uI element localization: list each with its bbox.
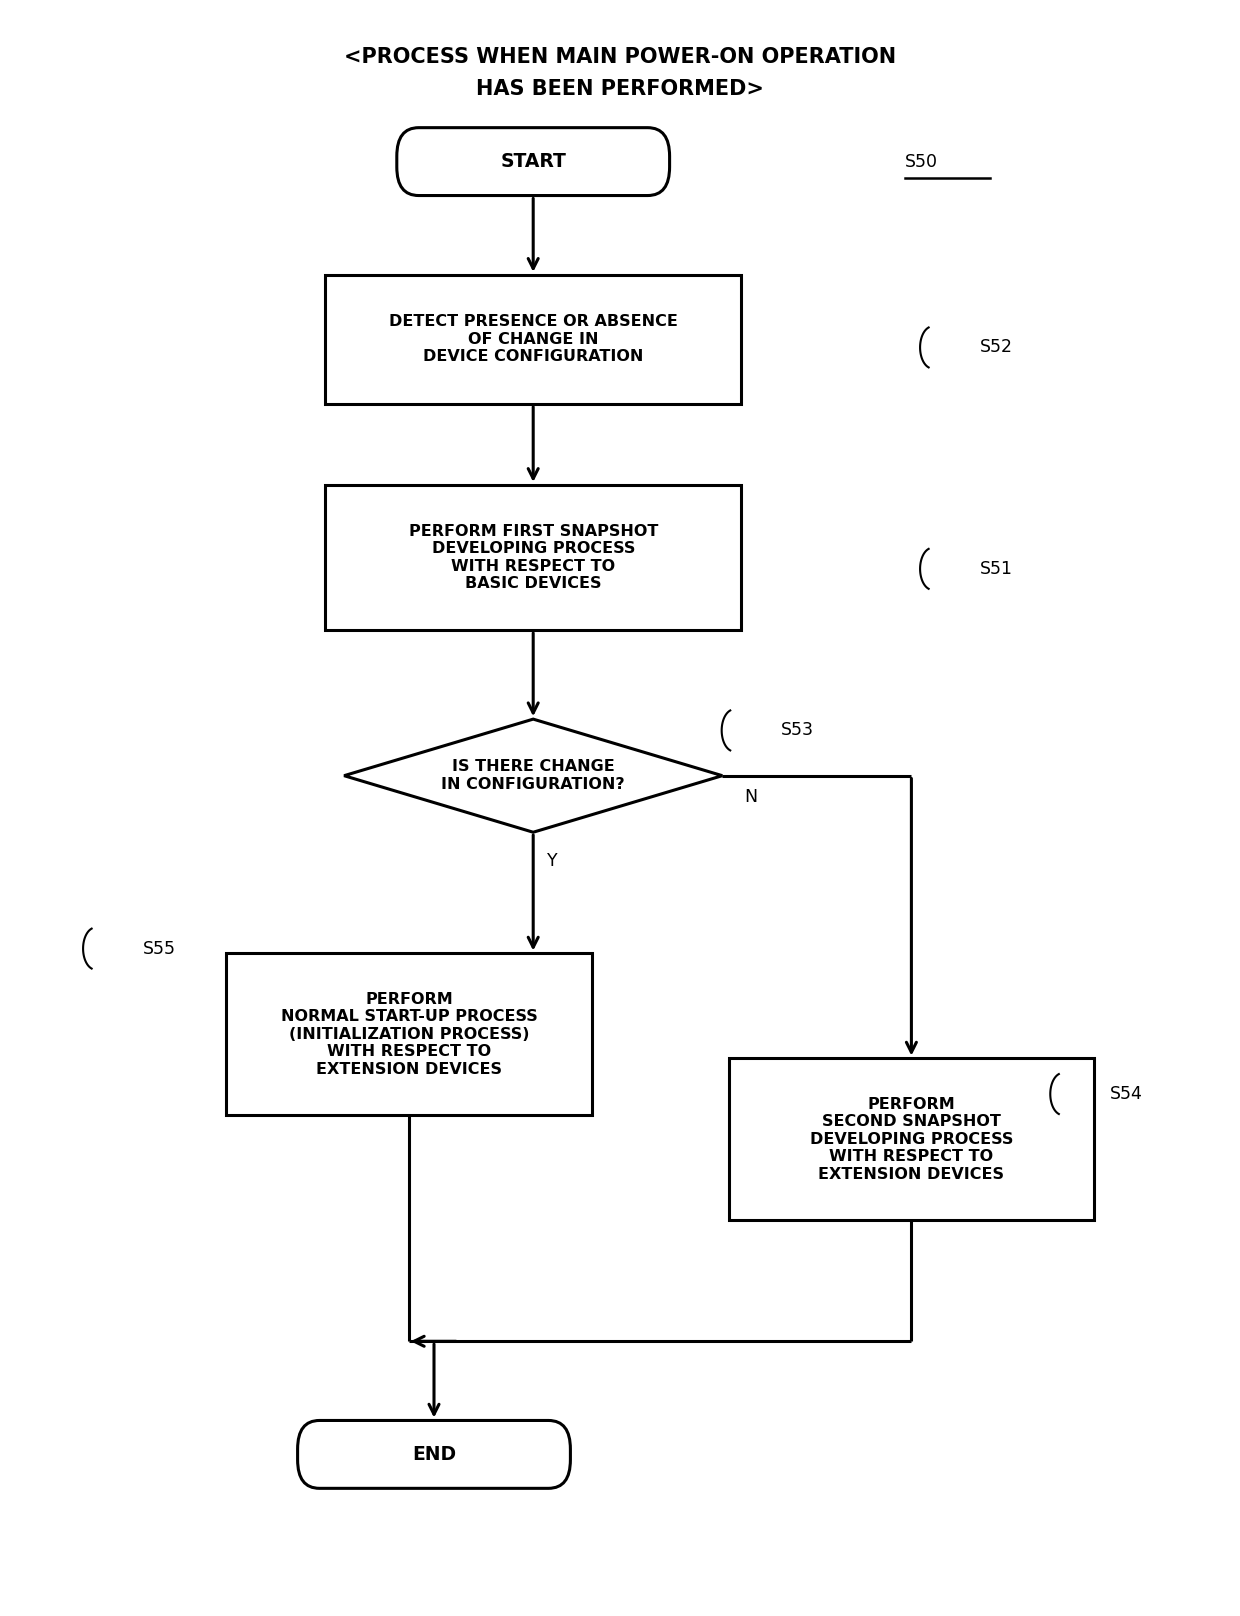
Bar xyxy=(227,953,593,1115)
Text: N: N xyxy=(744,787,758,806)
Text: S53: S53 xyxy=(781,721,815,740)
Polygon shape xyxy=(343,719,722,832)
Text: S50: S50 xyxy=(905,152,939,171)
Bar xyxy=(729,1058,1095,1220)
Text: Y: Y xyxy=(547,852,557,871)
Bar xyxy=(325,275,740,404)
Text: HAS BEEN PERFORMED>: HAS BEEN PERFORMED> xyxy=(476,79,764,99)
Text: DETECT PRESENCE OR ABSENCE
OF CHANGE IN
DEVICE CONFIGURATION: DETECT PRESENCE OR ABSENCE OF CHANGE IN … xyxy=(389,315,677,364)
Text: IS THERE CHANGE
IN CONFIGURATION?: IS THERE CHANGE IN CONFIGURATION? xyxy=(441,760,625,792)
Text: <PROCESS WHEN MAIN POWER-ON OPERATION: <PROCESS WHEN MAIN POWER-ON OPERATION xyxy=(343,47,897,66)
Text: PERFORM
SECOND SNAPSHOT
DEVELOPING PROCESS
WITH RESPECT TO
EXTENSION DEVICES: PERFORM SECOND SNAPSHOT DEVELOPING PROCE… xyxy=(810,1097,1013,1181)
Bar xyxy=(325,485,740,630)
Text: PERFORM
NORMAL START-UP PROCESS
(INITIALIZATION PROCESS)
WITH RESPECT TO
EXTENSI: PERFORM NORMAL START-UP PROCESS (INITIAL… xyxy=(280,992,538,1076)
Text: S55: S55 xyxy=(143,939,176,958)
Text: S51: S51 xyxy=(980,559,1013,579)
Text: S54: S54 xyxy=(1110,1084,1143,1104)
FancyBboxPatch shape xyxy=(397,128,670,196)
Text: END: END xyxy=(412,1445,456,1464)
Text: S52: S52 xyxy=(980,338,1013,357)
Text: START: START xyxy=(500,152,567,171)
FancyBboxPatch shape xyxy=(298,1420,570,1488)
Text: PERFORM FIRST SNAPSHOT
DEVELOPING PROCESS
WITH RESPECT TO
BASIC DEVICES: PERFORM FIRST SNAPSHOT DEVELOPING PROCES… xyxy=(408,524,658,591)
